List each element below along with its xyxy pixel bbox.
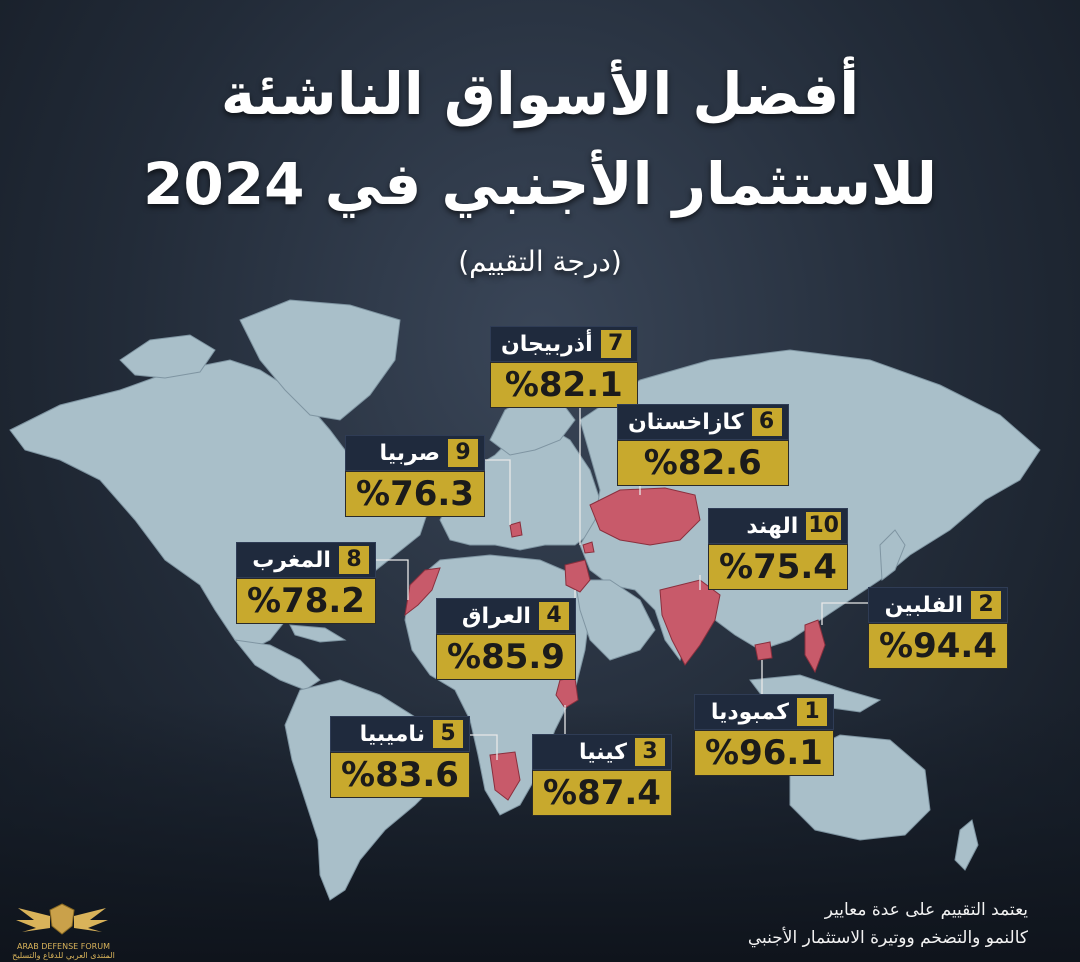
leader-philippines <box>821 602 870 625</box>
greenland-landmass <box>239 299 401 421</box>
rank-badge: 6 <box>751 408 782 436</box>
arctic-islands <box>119 334 216 379</box>
market-card-iraq: 4 العراق %85.9 <box>436 598 576 680</box>
highlight-kazakhstan <box>589 487 701 546</box>
country-name: كمبوديا <box>710 699 789 725</box>
central-america-landmass <box>233 639 321 691</box>
rank-badge: 10 <box>806 512 841 540</box>
logo-text-ar: المنتدى العربي للدفاع والتسليح <box>12 951 115 960</box>
market-card-namibia: 5 ناميبيا %83.6 <box>330 716 470 798</box>
score-value: %83.6 <box>330 752 470 798</box>
subtitle: (درجة التقييم) <box>458 245 622 278</box>
highlight-namibia <box>489 751 521 801</box>
country-name: صربيا <box>379 440 440 466</box>
footer-line-2: كالنمو والتضخم ووتيرة الاستثمار الأجنبي <box>747 928 1028 948</box>
score-value: %82.1 <box>490 362 638 408</box>
country-name: أذربيجان <box>501 331 593 357</box>
title-line-1: أفضل الأسواق الناشئة <box>220 60 860 128</box>
rank-badge: 9 <box>447 439 478 467</box>
country-name: كازاخستان <box>628 409 744 435</box>
highlight-iraq <box>564 559 591 593</box>
score-value: %87.4 <box>532 770 672 816</box>
market-card-philippines: 2 الفلبين %94.4 <box>868 587 1008 669</box>
country-name: المغرب <box>252 547 331 573</box>
rank-badge: 3 <box>634 738 665 766</box>
caribbean-islands <box>289 624 347 643</box>
highlight-philippines <box>804 619 826 674</box>
shield-wings-logo-icon <box>16 903 108 935</box>
leader-morocco <box>365 559 409 600</box>
score-value: %85.9 <box>436 634 576 680</box>
rank-badge: 8 <box>338 546 369 574</box>
market-card-cambodia: 1 كمبوديا %96.1 <box>694 694 834 776</box>
highlight-morocco <box>404 567 441 617</box>
rank-badge: 4 <box>538 602 569 630</box>
highlight-azerbaijan <box>582 541 595 554</box>
country-name: الفلبين <box>884 592 963 618</box>
market-card-morocco: 8 المغرب %78.2 <box>236 542 376 624</box>
score-value: %82.6 <box>617 440 789 486</box>
logo-text: ARAB DEFENSE FORUM المنتدى العربي للدفاع… <box>6 942 121 960</box>
country-name: كينيا <box>578 739 627 765</box>
market-card-kazakhstan: 6 كازاخستان %82.6 <box>617 404 789 486</box>
japan-landmass <box>879 529 906 581</box>
rank-badge: 2 <box>970 591 1001 619</box>
score-value: %94.4 <box>868 623 1008 669</box>
country-name: الهند <box>746 513 799 539</box>
market-card-india: 10 الهند %75.4 <box>708 508 848 590</box>
country-name: العراق <box>461 603 531 629</box>
market-card-kenya: 3 كينيا %87.4 <box>532 734 672 816</box>
score-value: %76.3 <box>345 471 485 517</box>
country-name: ناميبيا <box>359 721 425 747</box>
rank-badge: 7 <box>600 330 631 358</box>
logo-text-en: ARAB DEFENSE FORUM <box>17 942 110 951</box>
score-value: %78.2 <box>236 578 376 624</box>
title-line-2: للاستثمار الأجنبي في 2024 <box>143 150 937 218</box>
market-card-azerbaijan: 7 أذربيجان %82.1 <box>490 326 638 408</box>
score-value: %96.1 <box>694 730 834 776</box>
highlight-india <box>659 579 721 666</box>
footer-line-1: يعتمد التقييم على عدة معايير <box>824 900 1028 920</box>
highlight-cambodia <box>754 641 773 661</box>
new-zealand-landmass <box>954 819 979 871</box>
market-card-serbia: 9 صربيا %76.3 <box>345 435 485 517</box>
footer-note: يعتمد التقييم على عدة معايير كالنمو والت… <box>608 896 1028 952</box>
arabia-landmass <box>574 579 656 661</box>
score-value: %75.4 <box>708 544 848 590</box>
rank-badge: 1 <box>796 698 827 726</box>
rank-badge: 5 <box>432 720 463 748</box>
highlight-serbia <box>509 521 523 538</box>
